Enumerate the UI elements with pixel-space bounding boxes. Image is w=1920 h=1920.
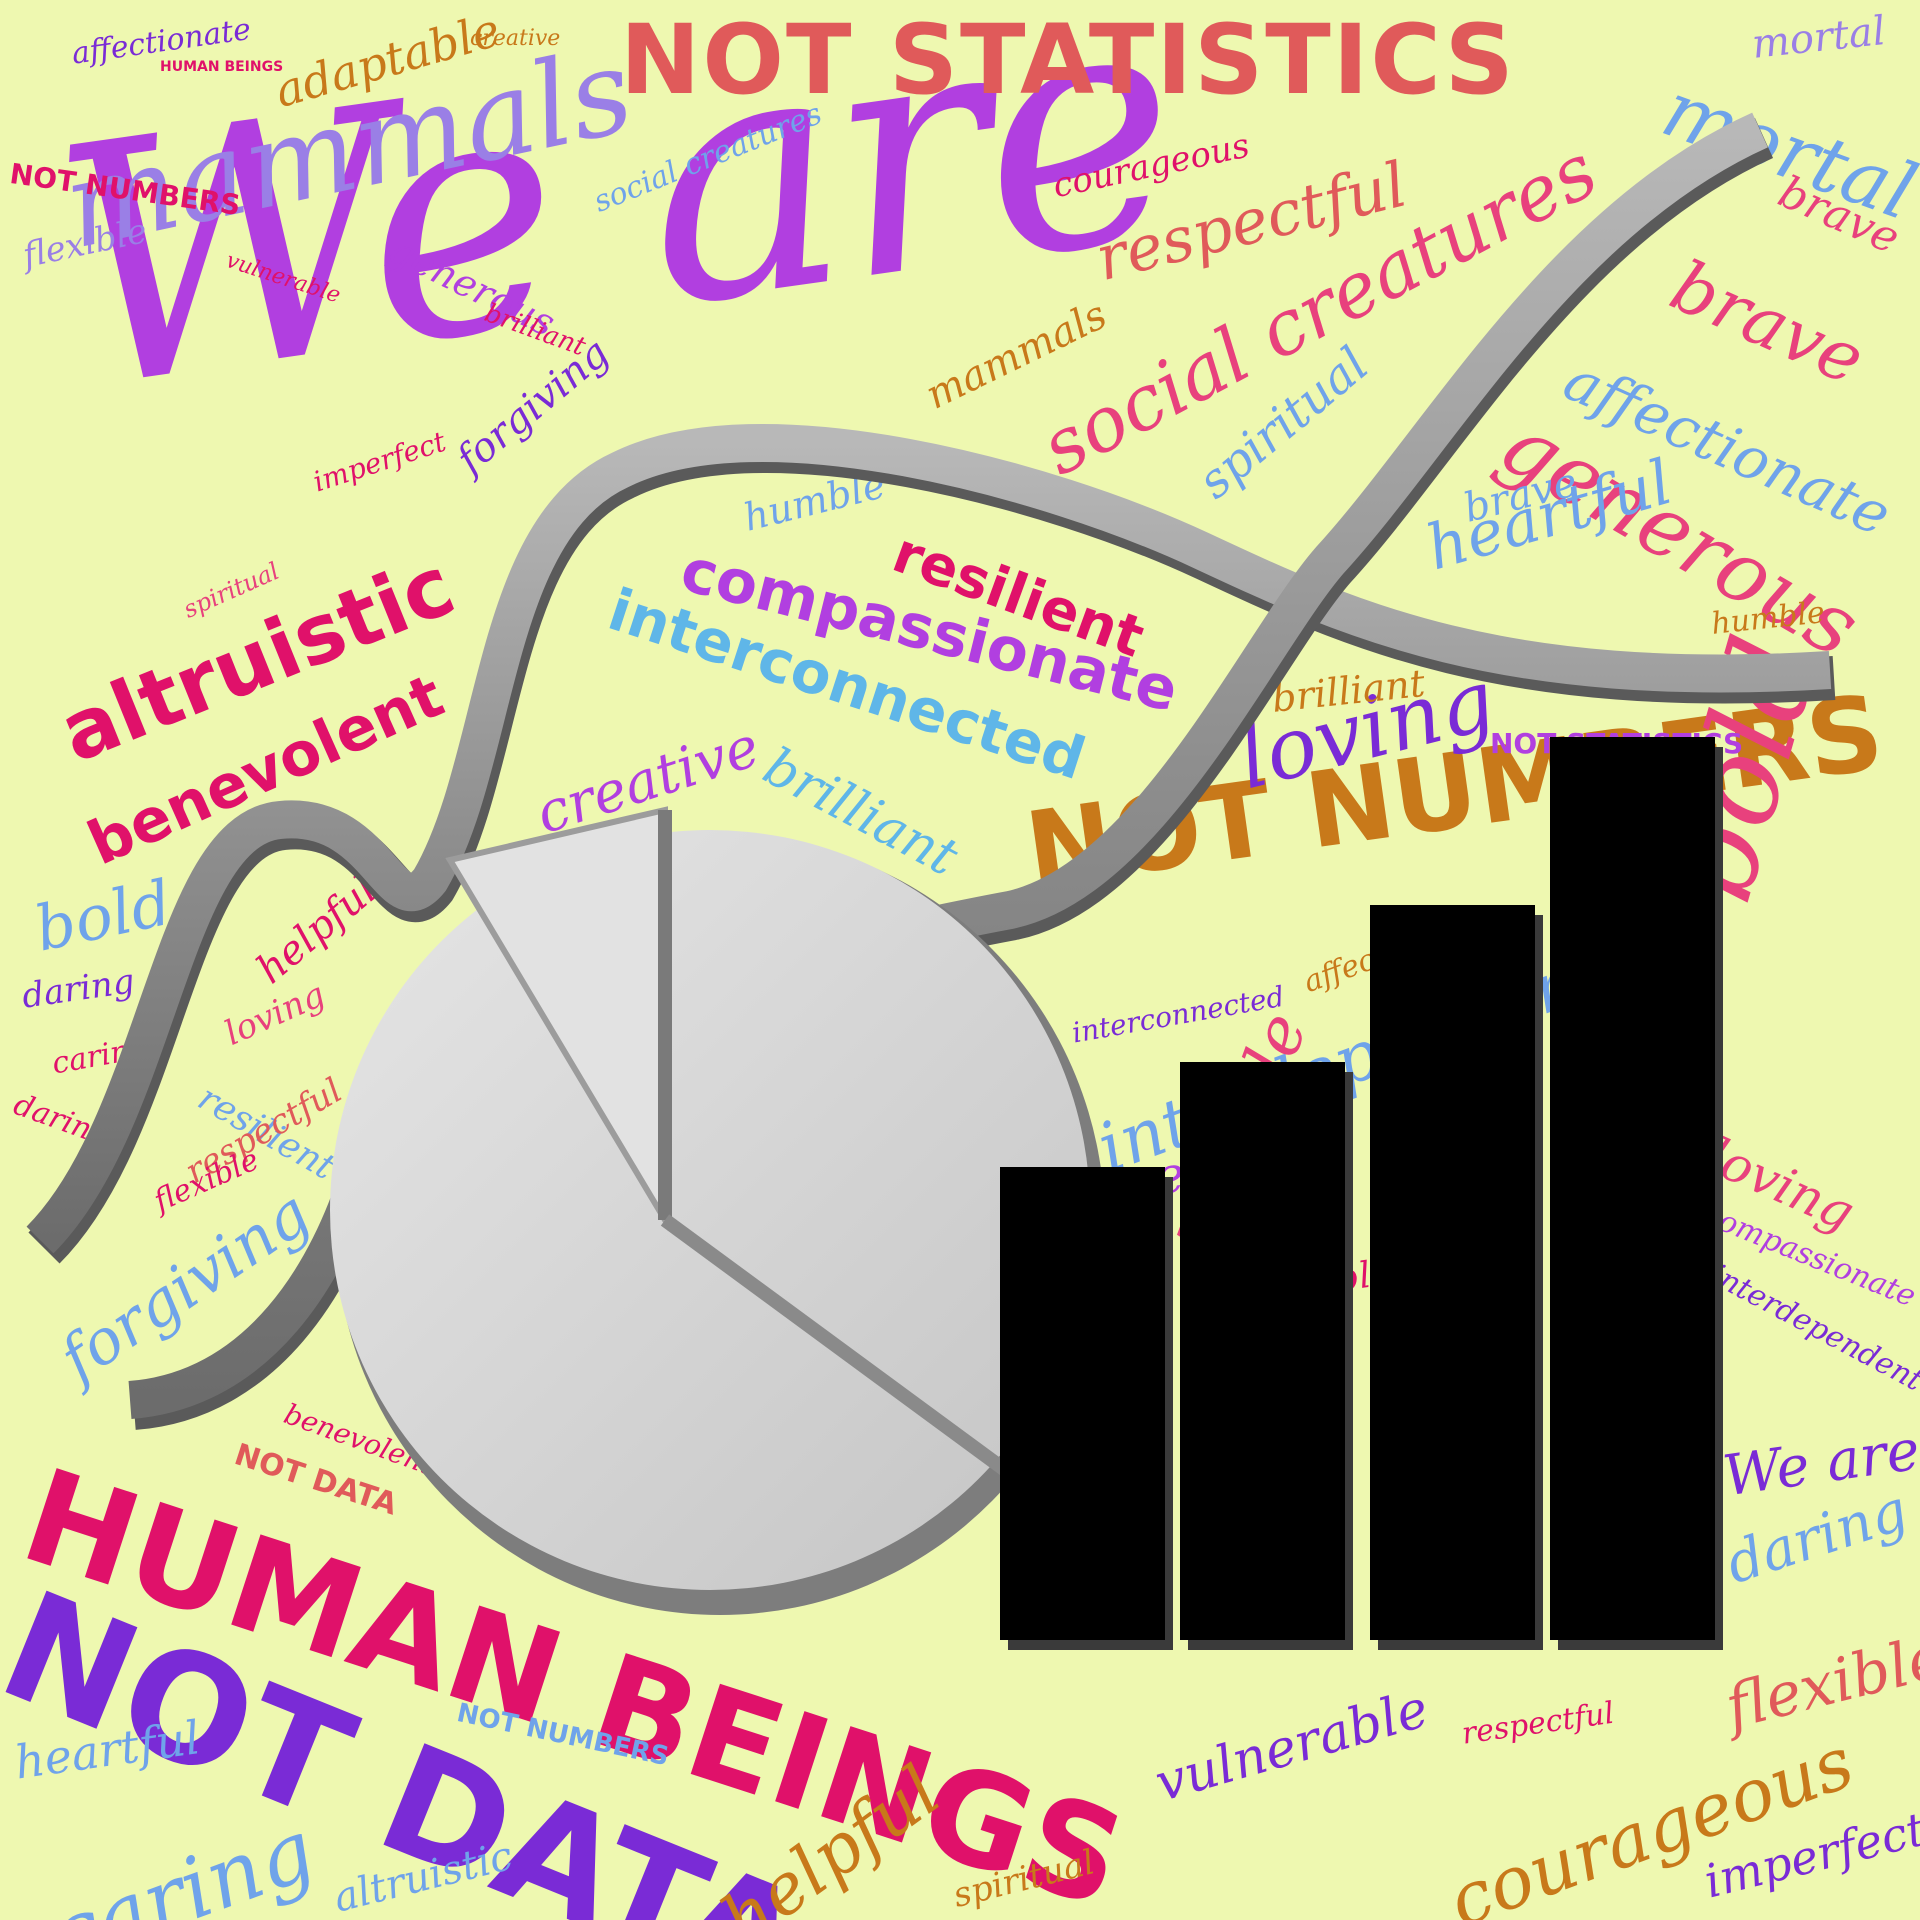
small-creative: creative — [470, 26, 561, 51]
pie-divider-diagonal — [660, 1214, 1010, 1476]
bar-4 — [1550, 737, 1715, 1640]
pie-chart — [330, 806, 1105, 1615]
bar-3 — [1370, 905, 1535, 1640]
headline-not-statistics: NOT STATISTICS — [620, 4, 1516, 116]
bar-2 — [1180, 1062, 1345, 1640]
bar-1 — [1000, 1167, 1165, 1640]
small-human-beings: HUMAN BEINGS — [160, 59, 284, 75]
bar-chart — [1000, 737, 1723, 1650]
pie-body — [330, 830, 1090, 1590]
